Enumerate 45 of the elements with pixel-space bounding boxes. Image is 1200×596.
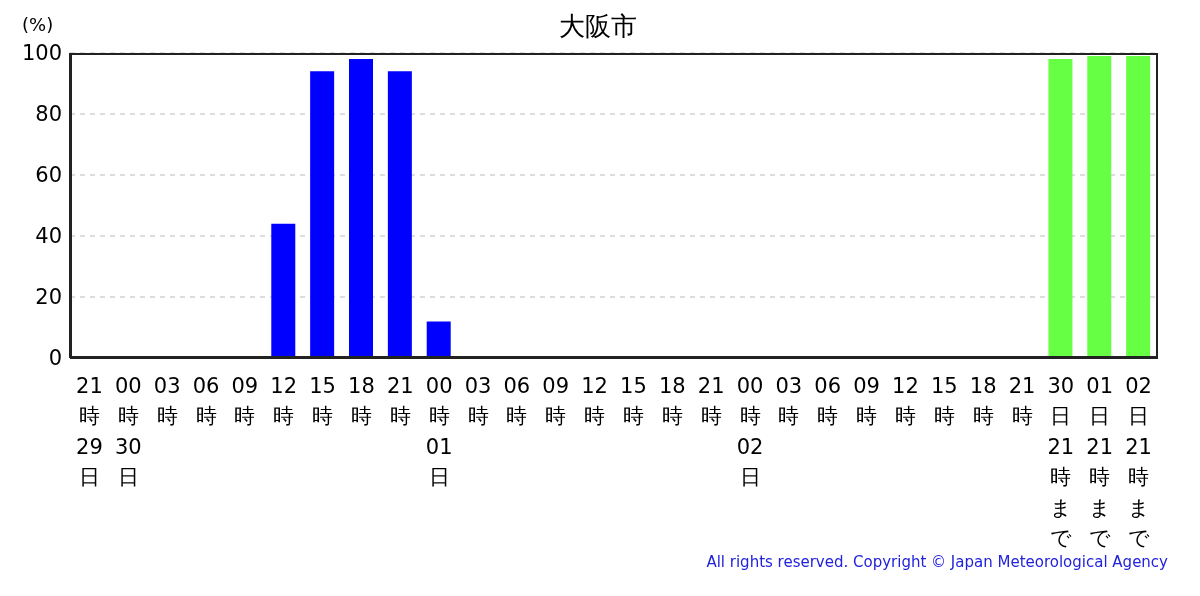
x-tick-label: 18時: [658, 373, 686, 429]
y-tick-label: 20: [35, 285, 62, 310]
bar: [349, 59, 373, 358]
y-tick-label: 40: [35, 224, 62, 249]
x-tick-label: 06時: [503, 373, 531, 429]
x-tick-label: 06時: [814, 373, 842, 429]
bar: [1048, 59, 1073, 358]
bar: [271, 223, 296, 358]
x-tick-label: 12時: [581, 373, 608, 429]
x-tick-label: 15時: [930, 373, 958, 429]
bar: [1087, 56, 1112, 358]
x-tick-label: 03時: [153, 373, 181, 429]
x-tick-label: 21時: [386, 373, 414, 429]
x-tick-label: 21時: [697, 373, 725, 429]
x-tick-label: 18時: [348, 373, 375, 429]
x-tick-label: 30日21時まで: [1047, 373, 1075, 551]
y-tick-label: 100: [21, 41, 62, 66]
x-tick-label: 21時: [1008, 373, 1036, 429]
y-axis-title: (%): [22, 14, 54, 35]
x-tick-label: 00時30日: [114, 373, 142, 490]
x-tick-label: 12時: [270, 373, 298, 429]
x-tick-label: 00時02日: [736, 373, 764, 490]
y-tick-label: 80: [35, 102, 62, 127]
bar: [310, 71, 335, 358]
x-tick-label: 12時: [892, 373, 919, 429]
x-tick-label: 03時: [775, 373, 803, 429]
x-tick-label: 09時: [542, 373, 570, 429]
y-tick-label: 0: [48, 346, 62, 371]
x-tick-label: 15時: [309, 373, 336, 429]
x-tick-label: 00時01日: [425, 373, 453, 490]
x-tick-label: 03時: [464, 373, 492, 429]
x-tick-label: 09時: [853, 373, 880, 429]
bar: [1126, 56, 1151, 358]
x-tick-label: 15時: [620, 373, 647, 429]
x-tick-label: 09時: [231, 373, 259, 429]
bar: [426, 321, 451, 358]
x-tick-label: 02日21時まで: [1125, 373, 1152, 551]
x-tick-label: 18時: [969, 373, 997, 429]
chart-title: 大阪市: [559, 11, 637, 41]
bar: [387, 71, 412, 358]
x-tick-label: 01日21時まで: [1086, 373, 1114, 551]
x-tick-label: 21時29日: [76, 373, 103, 490]
text: All rights reserved. Copyright © Japan Meteorological Agency: [706, 553, 1168, 571]
y-tick-label: 60: [35, 163, 62, 188]
x-tick-label: 06時: [192, 373, 220, 429]
